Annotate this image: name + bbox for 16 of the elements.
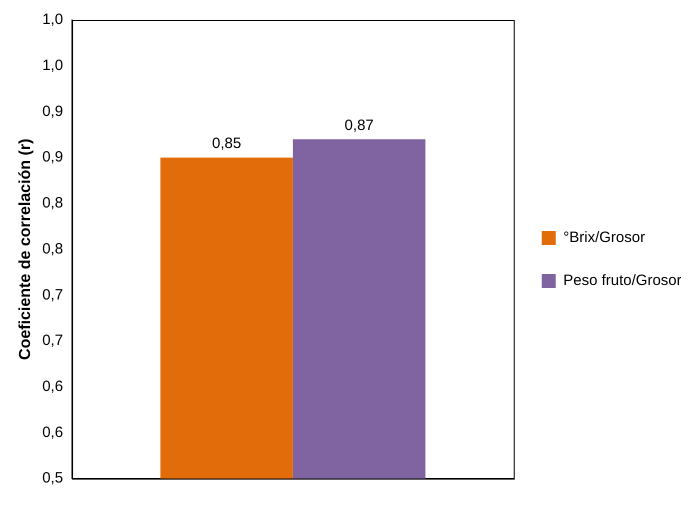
y-tick-label: 0,5 — [42, 470, 64, 487]
y-tick-label: 1,0 — [42, 11, 64, 28]
legend-label: Peso fruto/Grosor — [563, 272, 682, 290]
y-axis-title: Coeficiente de correlación (r) — [17, 138, 34, 360]
y-tick-label: 0,8 — [42, 194, 64, 212]
y-tick-label: 0,9 — [42, 102, 64, 120]
legend-label: °Brix/Grosor — [563, 229, 646, 246]
y-tick-label: 0,8 — [42, 240, 64, 258]
data-label: 0,87 — [344, 116, 374, 134]
y-tick-label: 1,0 — [42, 57, 64, 74]
y-tick-label: 0,9 — [42, 148, 64, 166]
y-tick-label: 0,6 — [42, 378, 64, 396]
y-tick-label: 0,6 — [42, 424, 64, 441]
y-tick-label: 0,7 — [42, 286, 64, 304]
y-tick-label: 0,7 — [42, 332, 64, 350]
data-label: 0,85 — [212, 135, 242, 152]
